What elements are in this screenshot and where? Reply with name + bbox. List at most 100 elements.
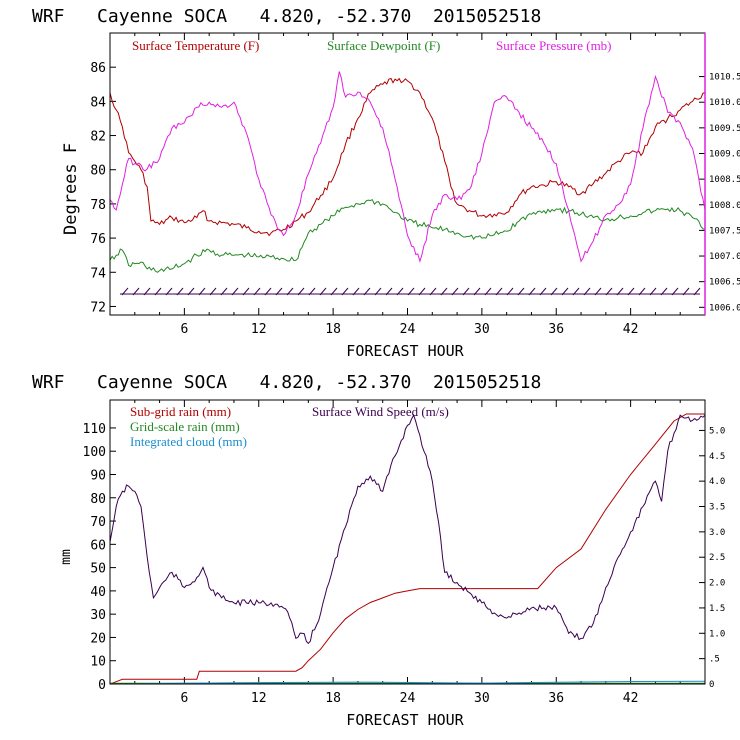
- wind-barb: [627, 287, 635, 296]
- wind-barb: [165, 287, 173, 296]
- bottom-x-tick-labels: 6 12 18 24 30 36 42: [180, 691, 638, 706]
- bottom-y2-tick-4-0: 4.0: [709, 477, 725, 487]
- top-y-tick-74: 74: [90, 266, 106, 281]
- top-y-tick-72: 72: [90, 300, 106, 315]
- top-y-tick-76: 76: [90, 232, 106, 247]
- bottom-y2-tick-3-0: 3.0: [709, 528, 725, 538]
- top-y2-tick-1010-5: 1010.5: [709, 73, 740, 83]
- wind-barb: [341, 287, 349, 296]
- bottom-x-tick-30: 30: [474, 691, 490, 706]
- bottom-y2-tick-4-5: 4.5: [709, 452, 725, 462]
- top-y-tick-80: 80: [90, 164, 106, 179]
- bottom-y-tick-110: 110: [83, 422, 106, 437]
- wind-barb: [572, 287, 580, 296]
- wind-barb: [506, 287, 514, 296]
- top-y2-tick-1009-0: 1009.0: [709, 149, 740, 159]
- wind-barb: [187, 287, 195, 296]
- bottom-y2-tick-3-5: 3.5: [709, 503, 725, 513]
- wind-barb: [616, 287, 624, 296]
- wind-barb: [286, 287, 294, 296]
- wind-barb: [517, 287, 525, 296]
- bottom-x-tick-12: 12: [251, 691, 267, 706]
- series-line-integrated-cloud-mm: [109, 680, 706, 685]
- bottom-x-tick-18: 18: [325, 691, 341, 706]
- wind-barb: [429, 287, 437, 296]
- wind-barb: [220, 287, 228, 296]
- bottom-plot-frame: [109, 399, 706, 685]
- top-x-axis-label: FORECAST HOUR: [346, 342, 464, 360]
- wind-barb: [253, 287, 261, 296]
- bottom-y-tick-90: 90: [90, 468, 106, 483]
- top-y-tick-82: 82: [90, 130, 106, 145]
- bottom-y2-tick-2-0: 2.0: [709, 579, 725, 589]
- bottom-y2-tick-0-5: .5: [709, 655, 720, 665]
- bottom-legend-wind-speed: Surface Wind Speed (m/s): [312, 404, 449, 419]
- bottom-x-tick-6: 6: [180, 691, 188, 706]
- wind-barb: [638, 287, 646, 296]
- bottom-y2-tick-0: 0: [709, 680, 714, 690]
- wind-barb: [242, 287, 250, 296]
- top-x-tick-36: 36: [548, 322, 564, 337]
- top-x-tick-18: 18: [325, 322, 341, 337]
- wind-barb: [154, 287, 162, 296]
- bottom-chart: WRF Cayenne SOCA 4.820, -52.370 20150525…: [32, 372, 725, 729]
- bottom-y-tick-0: 0: [98, 678, 106, 693]
- top-y-tick-86: 86: [90, 61, 106, 76]
- wind-barb: [297, 287, 305, 296]
- bottom-legend-subgrid-rain: Sub-grid rain (mm): [130, 404, 231, 419]
- wind-barb: [484, 287, 492, 296]
- bottom-y-tick-70: 70: [90, 515, 106, 530]
- series-line-surface-temperature-f: [109, 77, 706, 237]
- bottom-y-tick-80: 80: [90, 492, 106, 507]
- wind-barb: [660, 287, 668, 296]
- wind-barb: [132, 287, 140, 296]
- bottom-y-tick-10: 10: [90, 655, 106, 670]
- wind-barb: [462, 287, 470, 296]
- bottom-legend-integrated-cloud: Integrated cloud (mm): [130, 434, 247, 449]
- wind-barb: [561, 287, 569, 296]
- wind-barb: [209, 287, 217, 296]
- top-x-tick-6: 6: [180, 322, 188, 337]
- top-legend-temperature: Surface Temperature (F): [132, 38, 259, 53]
- bottom-y-tick-30: 30: [90, 608, 106, 623]
- top-y-axis-label: Degrees F: [61, 143, 81, 235]
- wind-barb: [440, 287, 448, 296]
- top-plot-frame: [109, 32, 706, 316]
- top-y2-tick-1009-5: 1009.5: [709, 124, 740, 134]
- bottom-x-tick-24: 24: [400, 691, 416, 706]
- wind-barb: [473, 287, 481, 296]
- bottom-y2-tick-1-0: 1.0: [709, 629, 725, 639]
- wind-barb: [682, 287, 690, 296]
- bottom-y-tick-60: 60: [90, 538, 106, 553]
- top-y2-tick-1006-5: 1006.5: [709, 278, 740, 288]
- top-y-tick-84: 84: [90, 95, 106, 110]
- wind-barb: [583, 287, 591, 296]
- bottom-y2-tick-2-5: 2.5: [709, 553, 725, 563]
- bottom-y2-tick-5-0: 5.0: [709, 426, 725, 436]
- series-line-surface-wind-speed-m-s: [109, 413, 706, 645]
- bottom-legend-gridscale-rain: Grid-scale rain (mm): [130, 419, 240, 434]
- top-legend-dewpoint: Surface Dewpoint (F): [327, 38, 440, 53]
- top-y2-tick-1008-0: 1008.0: [709, 201, 740, 211]
- wind-barb: [176, 287, 184, 296]
- bottom-y2-tick-labels: 0 .5 1.0 1.5 2.0 2.5 3.0 3.5 4.0 4.5 5.0: [709, 426, 725, 690]
- top-plot-marks: [109, 33, 706, 315]
- top-y2-tick-1008-5: 1008.5: [709, 175, 740, 185]
- wind-barb: [528, 287, 536, 296]
- wind-barb: [121, 287, 129, 296]
- wind-barb: [495, 287, 503, 296]
- wind-barb: [594, 287, 602, 296]
- series-line-sub-grid-rain-mm: [109, 413, 705, 685]
- top-y2-tick-1006-0: 1006.0: [709, 303, 740, 313]
- bottom-x-tick-36: 36: [548, 691, 564, 706]
- top-x-tick-30: 30: [474, 322, 490, 337]
- top-legend-pressure: Surface Pressure (mb): [496, 38, 612, 53]
- wind-barb: [264, 287, 272, 296]
- series-line-surface-dewpoint-f: [109, 199, 706, 273]
- top-x-tick-42: 42: [623, 322, 639, 337]
- top-y2-tick-1007-0: 1007.0: [709, 252, 740, 262]
- bottom-y-tick-20: 20: [90, 631, 106, 646]
- top-chart-title: WRF Cayenne SOCA 4.820, -52.370 20150525…: [32, 6, 541, 27]
- bottom-y-tick-100: 100: [83, 445, 106, 460]
- wind-barb: [275, 287, 283, 296]
